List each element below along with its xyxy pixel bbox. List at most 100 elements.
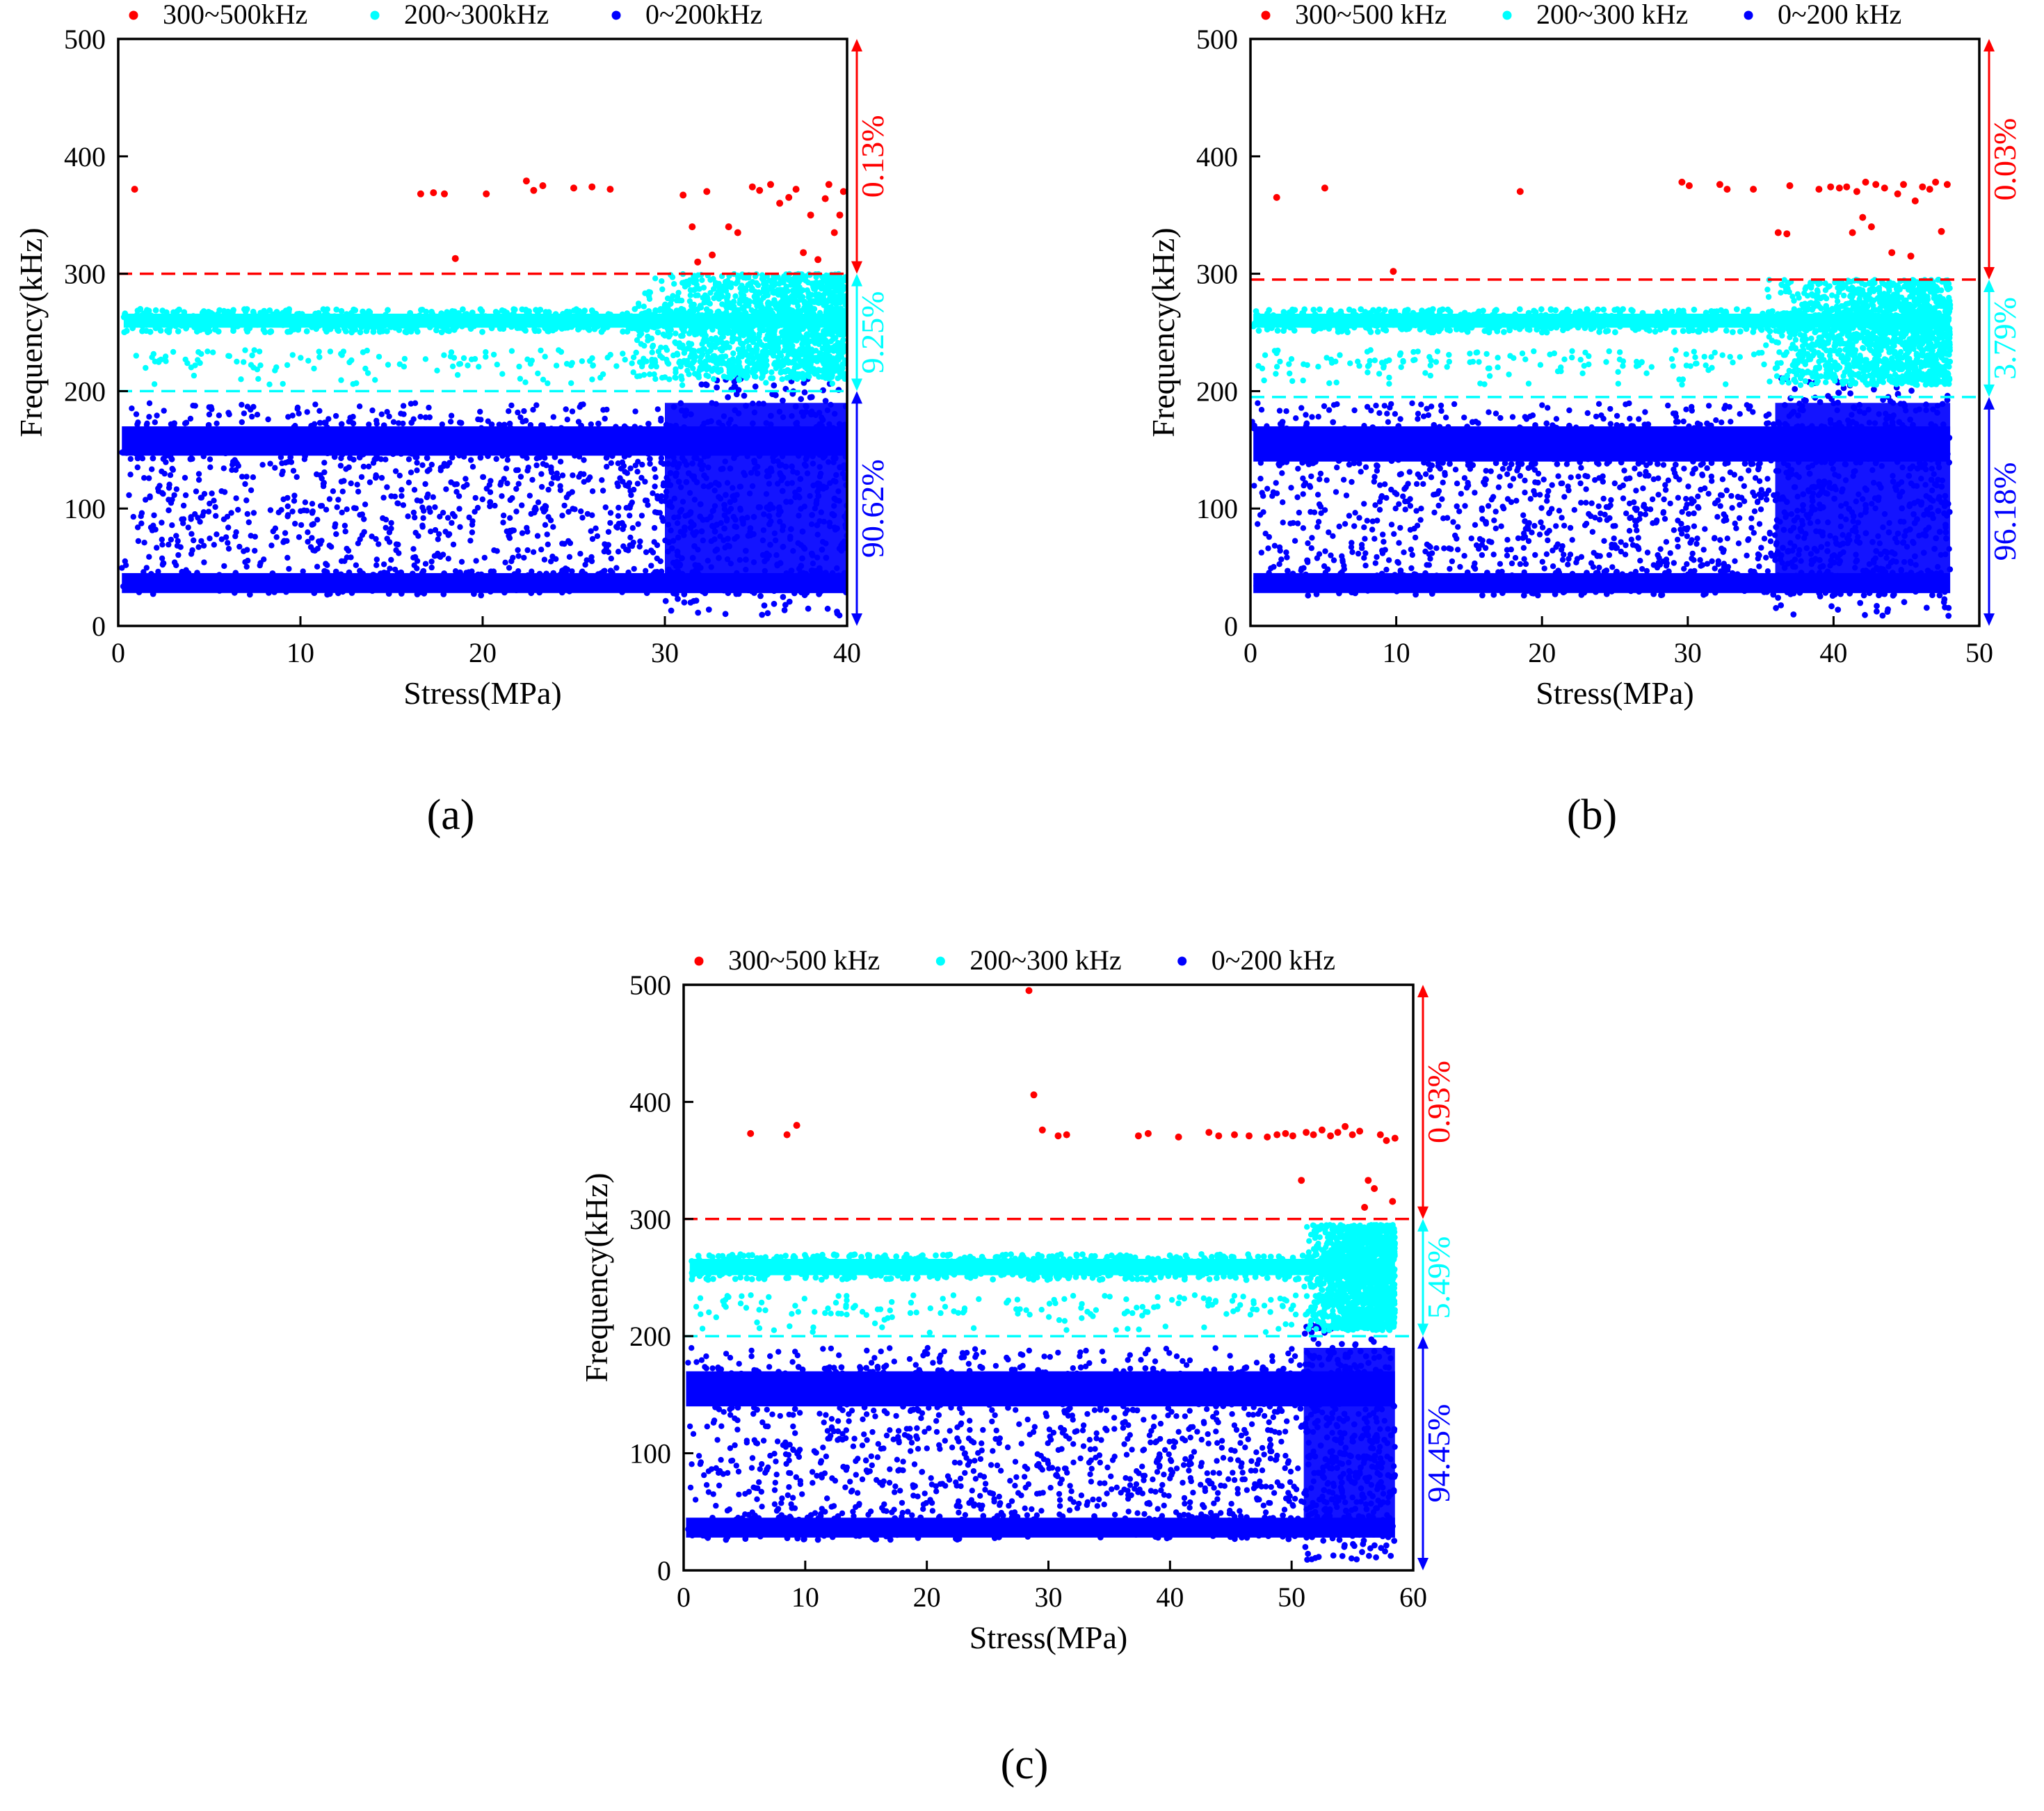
low-frequency-point: [776, 462, 783, 469]
low-frequency-point: [242, 559, 248, 565]
low-frequency-point: [1687, 447, 1694, 454]
mid-frequency-point: [794, 337, 800, 344]
low-frequency-point: [662, 597, 669, 604]
low-frequency-point: [243, 497, 250, 504]
low-frequency-point: [1727, 427, 1734, 434]
mid-frequency-point: [568, 380, 574, 387]
low-frequency-point: [1707, 432, 1714, 439]
range-arrow-high-head-bottom: [851, 261, 862, 274]
low-frequency-point: [1495, 484, 1502, 490]
low-frequency-point: [828, 401, 834, 408]
mid-frequency-point: [497, 325, 504, 332]
mid-frequency-point: [361, 321, 368, 328]
low-frequency-point: [182, 492, 189, 499]
low-frequency-point: [233, 495, 239, 501]
low-frequency-point: [414, 467, 420, 474]
low-frequency-point: [1639, 565, 1645, 572]
mid-frequency-point: [463, 311, 470, 317]
mid-frequency-point: [816, 373, 822, 380]
range-arrow-high-head-top: [851, 39, 862, 51]
mid-frequency-point: [139, 328, 145, 335]
mid-frequency-point: [283, 316, 289, 323]
low-frequency-point: [584, 510, 591, 517]
low-frequency-point: [288, 459, 295, 465]
low-frequency-point: [332, 568, 339, 575]
low-frequency-point: [540, 439, 547, 446]
low-frequency-point: [679, 408, 685, 414]
mid-frequency-point: [191, 372, 198, 379]
low-frequency-point: [166, 507, 172, 513]
high-frequency-point: [734, 229, 741, 236]
low-frequency-point: [143, 565, 150, 571]
mid-frequency-point: [553, 362, 560, 369]
low-frequency-point: [338, 558, 345, 564]
low-frequency-point: [1436, 424, 1443, 430]
mid-frequency-point: [316, 323, 322, 329]
low-frequency-point: [414, 591, 421, 597]
low-frequency-point: [1614, 421, 1620, 428]
low-frequency-point: [599, 575, 606, 581]
low-frequency-point: [515, 547, 521, 554]
low-frequency-point: [513, 508, 520, 515]
low-frequency-point: [308, 437, 315, 444]
panel-label: (a): [427, 791, 475, 839]
legend-label: 200~300kHz: [404, 0, 549, 30]
mid-frequency-point: [316, 348, 322, 355]
low-frequency-point: [405, 456, 412, 462]
low-frequency-point: [782, 463, 789, 470]
low-frequency-point: [814, 579, 821, 585]
low-frequency-point: [654, 406, 661, 412]
mid-frequency-point: [257, 362, 264, 369]
low-frequency-point: [780, 474, 787, 481]
mid-frequency-point: [791, 299, 797, 305]
low-frequency-point: [390, 419, 397, 425]
low-frequency-point: [1707, 422, 1714, 429]
low-frequency-point: [500, 513, 507, 519]
low-frequency-point: [225, 524, 232, 531]
low-frequency-point: [1581, 589, 1588, 596]
mid-frequency-point: [775, 359, 781, 365]
low-frequency-point: [518, 430, 525, 437]
low-frequency-point: [366, 421, 372, 428]
low-frequency-point: [584, 557, 590, 563]
low-frequency-point: [705, 606, 712, 613]
low-frequency-point: [239, 401, 245, 408]
low-frequency-point: [221, 489, 228, 495]
low-frequency-point: [328, 544, 335, 550]
low-frequency-point: [1305, 427, 1312, 434]
mid-frequency-point: [232, 315, 239, 321]
low-frequency-point: [1719, 476, 1726, 483]
low-frequency-point: [1698, 583, 1705, 590]
low-frequency-point: [1401, 549, 1407, 556]
mid-frequency-point: [785, 277, 792, 283]
low-frequency-point: [1440, 459, 1447, 466]
low-frequency-point: [1488, 468, 1494, 474]
mid-frequency-point: [370, 328, 377, 335]
mid-frequency-point: [652, 308, 659, 315]
legend-marker: [370, 10, 380, 20]
low-frequency-point: [136, 434, 143, 441]
low-frequency-point: [437, 513, 443, 520]
mid-frequency-point: [789, 281, 795, 287]
low-frequency-point: [195, 544, 202, 550]
low-frequency-point: [378, 411, 385, 417]
mid-frequency-point: [636, 303, 642, 309]
low-frequency-point: [777, 560, 784, 567]
low-frequency-point: [287, 454, 294, 460]
low-frequency-point: [1745, 537, 1751, 543]
low-frequency-point: [134, 421, 140, 428]
low-frequency-point: [1323, 440, 1330, 446]
low-frequency-point: [369, 588, 376, 594]
mid-frequency-point: [210, 349, 216, 355]
low-frequency-point: [761, 602, 768, 609]
low-frequency-point: [330, 488, 337, 494]
low-frequency-point: [239, 586, 246, 593]
low-frequency-point: [725, 394, 731, 401]
mid-frequency-point: [190, 313, 197, 319]
mid-frequency-point: [178, 322, 185, 329]
low-frequency-point: [559, 472, 566, 478]
mid-frequency-point: [769, 375, 776, 381]
low-frequency-point: [799, 555, 805, 562]
mid-frequency-point: [676, 360, 682, 366]
mid-frequency-point: [701, 299, 707, 306]
